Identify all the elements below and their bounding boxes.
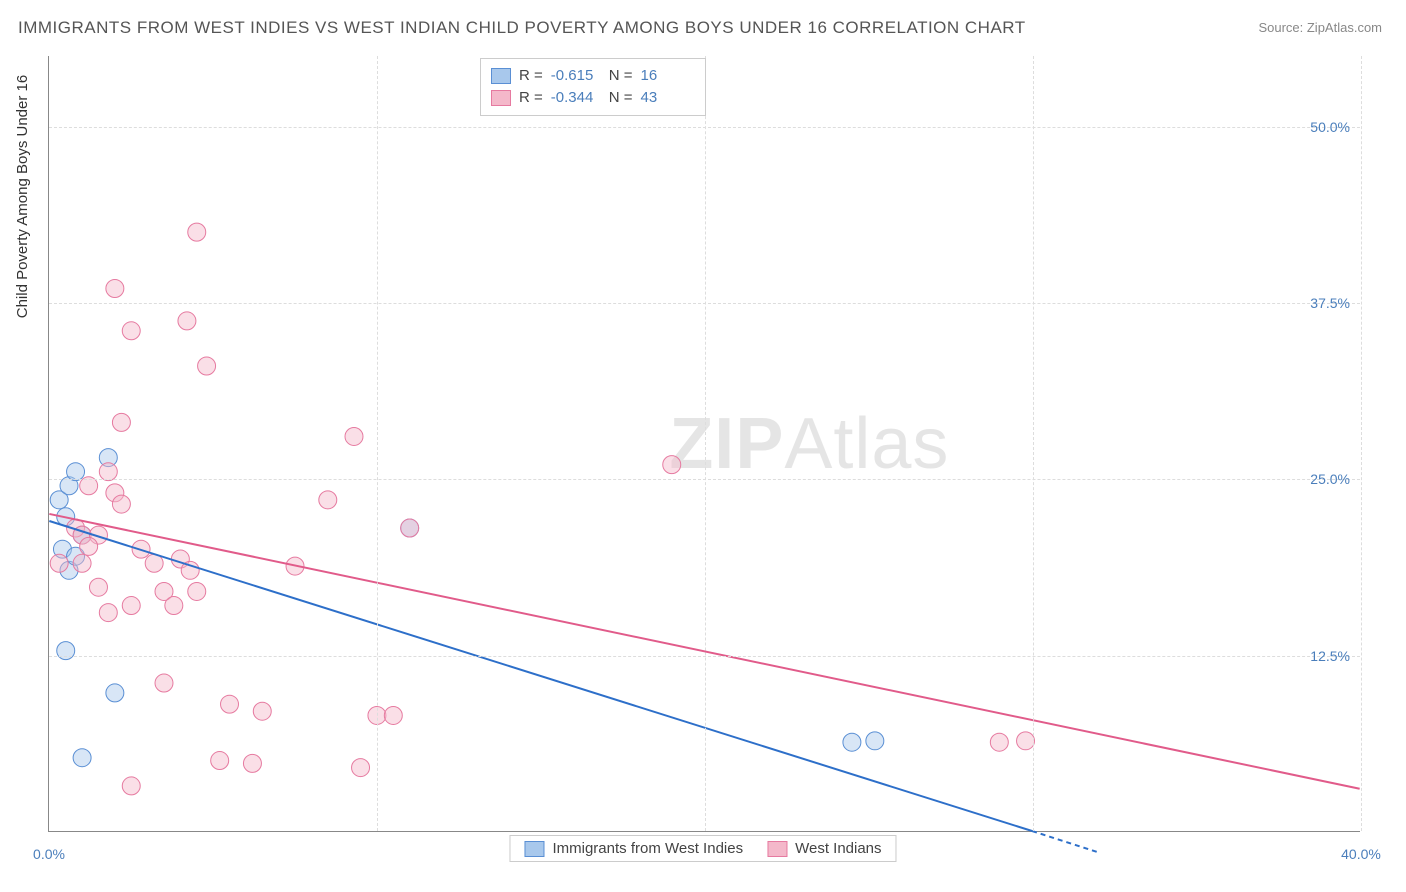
scatter-point [106, 684, 124, 702]
scatter-point [112, 495, 130, 513]
legend-swatch-1 [767, 841, 787, 857]
gridline-v [705, 56, 706, 831]
scatter-point [843, 733, 861, 751]
y-tick-label: 37.5% [1310, 295, 1350, 311]
stats-r-value-0: -0.615 [551, 65, 601, 87]
chart-title: IMMIGRANTS FROM WEST INDIES VS WEST INDI… [18, 18, 1026, 38]
y-tick-label: 12.5% [1310, 648, 1350, 664]
scatter-point [253, 702, 271, 720]
scatter-point [866, 732, 884, 750]
scatter-point [122, 597, 140, 615]
stats-row-1: R = -0.344 N = 43 [491, 87, 691, 109]
scatter-point [188, 582, 206, 600]
stats-n-label: N = [609, 87, 633, 109]
legend-label-0: Immigrants from West Indies [552, 840, 743, 857]
gridline-v [1361, 56, 1362, 831]
legend-swatch-0 [524, 841, 544, 857]
scatter-point [384, 706, 402, 724]
scatter-point [990, 733, 1008, 751]
scatter-point [211, 752, 229, 770]
scatter-point [80, 537, 98, 555]
legend-label-1: West Indians [795, 840, 881, 857]
scatter-point [155, 674, 173, 692]
stats-n-value-0: 16 [641, 65, 691, 87]
legend-item-0: Immigrants from West Indies [524, 840, 743, 857]
scatter-point [57, 642, 75, 660]
scatter-point [73, 749, 91, 767]
stats-n-value-1: 43 [641, 87, 691, 109]
scatter-point [50, 554, 68, 572]
y-axis-title: Child Poverty Among Boys Under 16 [14, 75, 31, 318]
scatter-point [67, 463, 85, 481]
scatter-point [99, 463, 117, 481]
scatter-point [73, 554, 91, 572]
scatter-point [89, 578, 107, 596]
swatch-blue [491, 68, 511, 84]
chart-container: IMMIGRANTS FROM WEST INDIES VS WEST INDI… [0, 0, 1406, 892]
swatch-pink [491, 90, 511, 106]
gridline-v [1033, 56, 1034, 831]
scatter-point [352, 759, 370, 777]
trend-line-dash [1032, 831, 1098, 852]
y-tick-label: 50.0% [1310, 119, 1350, 135]
stats-box: R = -0.615 N = 16 R = -0.344 N = 43 [480, 58, 706, 116]
scatter-point [122, 322, 140, 340]
trend-line [49, 521, 1032, 831]
stats-n-label: N = [609, 65, 633, 87]
scatter-point [345, 427, 363, 445]
scatter-point [243, 754, 261, 772]
scatter-point [106, 280, 124, 298]
scatter-point [112, 413, 130, 431]
plot-area: ZIPAtlas 12.5%25.0%37.5%50.0%0.0%40.0% [48, 56, 1360, 832]
scatter-point [122, 777, 140, 795]
stats-row-0: R = -0.615 N = 16 [491, 65, 691, 87]
scatter-point [198, 357, 216, 375]
x-tick-label: 40.0% [1341, 846, 1381, 862]
legend-item-1: West Indians [767, 840, 881, 857]
scatter-point [188, 223, 206, 241]
x-tick-label: 0.0% [33, 846, 65, 862]
scatter-point [1017, 732, 1035, 750]
stats-r-label: R = [519, 87, 543, 109]
stats-r-label: R = [519, 65, 543, 87]
scatter-point [319, 491, 337, 509]
scatter-point [221, 695, 239, 713]
scatter-point [401, 519, 419, 537]
scatter-point [663, 456, 681, 474]
scatter-point [99, 604, 117, 622]
scatter-point [178, 312, 196, 330]
y-tick-label: 25.0% [1310, 471, 1350, 487]
scatter-point [165, 597, 183, 615]
stats-r-value-1: -0.344 [551, 87, 601, 109]
legend: Immigrants from West Indies West Indians [509, 835, 896, 862]
gridline-v [377, 56, 378, 831]
source-label: Source: ZipAtlas.com [1258, 20, 1382, 35]
